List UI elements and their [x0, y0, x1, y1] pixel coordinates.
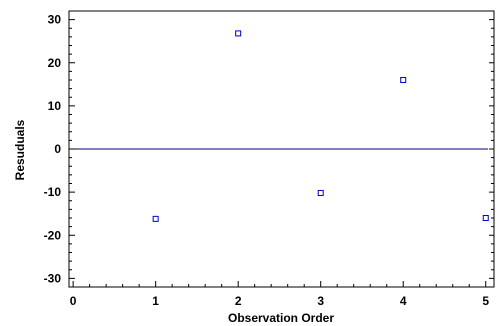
- y-axis-title: Resuduals: [13, 119, 27, 180]
- data-point: [317, 189, 324, 196]
- y-tick-label: 0: [54, 142, 61, 156]
- x-tick-label: 1: [152, 294, 159, 308]
- y-axis-ticks: 30 20 10 0 -10 -20 -30: [44, 13, 494, 285]
- data-points: [152, 30, 489, 222]
- data-point: [482, 215, 489, 221]
- data-point: [235, 30, 242, 37]
- y-tick-label: -30: [44, 271, 62, 285]
- y-tick-label: 20: [48, 56, 62, 70]
- x-axis-ticks: 0 1 2 3 4 5: [70, 281, 489, 308]
- y-tick-label: 30: [48, 13, 62, 27]
- x-axis-title: Observation Order: [228, 311, 334, 325]
- data-point: [400, 77, 407, 83]
- data-point: [152, 215, 159, 222]
- y-tick-label: -20: [44, 228, 62, 242]
- x-tick-label: 4: [400, 294, 407, 308]
- x-tick-label: 2: [235, 294, 242, 308]
- y-tick-label: 10: [48, 99, 62, 113]
- x-tick-label: 5: [482, 294, 489, 308]
- x-tick-label: 0: [70, 294, 77, 308]
- x-tick-label: 3: [317, 294, 324, 308]
- y-tick-label: -10: [44, 185, 62, 199]
